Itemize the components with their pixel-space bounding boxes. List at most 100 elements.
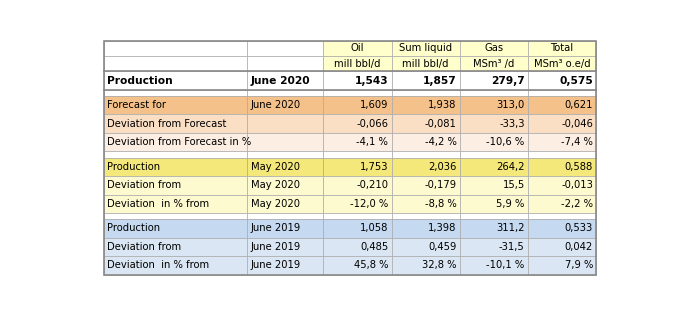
Bar xyxy=(323,256,391,275)
Bar xyxy=(460,56,528,71)
Text: 279,7: 279,7 xyxy=(491,76,525,85)
Text: 1,609: 1,609 xyxy=(360,100,389,110)
Bar xyxy=(460,71,528,90)
Text: -10,1 %: -10,1 % xyxy=(486,260,525,271)
Text: June 2019: June 2019 xyxy=(251,242,301,252)
Text: May 2020: May 2020 xyxy=(251,180,300,190)
Bar xyxy=(323,176,391,194)
Text: 45,8 %: 45,8 % xyxy=(354,260,389,271)
Bar xyxy=(247,213,323,219)
Text: Sum liquid: Sum liquid xyxy=(399,43,452,53)
Bar xyxy=(323,115,391,133)
Bar xyxy=(104,219,247,238)
Bar xyxy=(247,90,323,96)
Text: Deviation from: Deviation from xyxy=(107,180,181,190)
Bar xyxy=(460,96,528,115)
Bar xyxy=(391,96,460,115)
Text: 1,058: 1,058 xyxy=(360,223,389,233)
Text: June 2020: June 2020 xyxy=(251,76,310,85)
Bar xyxy=(528,256,596,275)
Bar xyxy=(323,41,391,56)
Bar xyxy=(323,238,391,256)
Text: Total: Total xyxy=(550,43,574,53)
Bar xyxy=(528,158,596,176)
Bar xyxy=(247,176,323,194)
Text: -0,013: -0,013 xyxy=(561,180,593,190)
Text: Gas: Gas xyxy=(484,43,503,53)
Bar xyxy=(528,90,596,96)
Text: Deviation  in % from: Deviation in % from xyxy=(107,260,209,271)
Bar xyxy=(104,151,247,158)
Bar xyxy=(528,133,596,151)
Bar xyxy=(528,194,596,213)
Bar xyxy=(528,71,596,90)
Text: 0,575: 0,575 xyxy=(559,76,593,85)
Bar xyxy=(323,90,391,96)
Text: 7,9 %: 7,9 % xyxy=(565,260,593,271)
Bar xyxy=(104,133,247,151)
Text: -0,081: -0,081 xyxy=(425,119,456,129)
Bar xyxy=(323,219,391,238)
Text: Forecast for: Forecast for xyxy=(107,100,166,110)
Text: -7,4 %: -7,4 % xyxy=(561,137,593,147)
Bar xyxy=(391,176,460,194)
Bar xyxy=(247,194,323,213)
Bar xyxy=(104,238,247,256)
Bar xyxy=(528,176,596,194)
Text: Deviation from Forecast: Deviation from Forecast xyxy=(107,119,227,129)
Text: mill bbl/d: mill bbl/d xyxy=(402,59,449,69)
Bar xyxy=(460,238,528,256)
Text: 0,042: 0,042 xyxy=(565,242,593,252)
Text: -0,046: -0,046 xyxy=(561,119,593,129)
Text: 0,621: 0,621 xyxy=(564,100,593,110)
Bar xyxy=(528,238,596,256)
Text: Deviation  in % from: Deviation in % from xyxy=(107,199,209,209)
Text: 1,398: 1,398 xyxy=(428,223,456,233)
Bar xyxy=(247,96,323,115)
Bar xyxy=(460,41,528,56)
Text: -4,2 %: -4,2 % xyxy=(425,137,456,147)
Text: 15,5: 15,5 xyxy=(503,180,525,190)
Text: -0,179: -0,179 xyxy=(424,180,456,190)
Bar xyxy=(391,213,460,219)
Bar xyxy=(391,219,460,238)
Bar xyxy=(247,219,323,238)
Text: -33,3: -33,3 xyxy=(499,119,525,129)
Bar xyxy=(104,96,247,115)
Text: Oil: Oil xyxy=(350,43,364,53)
Text: 1,938: 1,938 xyxy=(428,100,456,110)
Text: -4,1 %: -4,1 % xyxy=(357,137,389,147)
Bar xyxy=(391,194,460,213)
Text: 0,533: 0,533 xyxy=(565,223,593,233)
Text: MSm³ o.e/d: MSm³ o.e/d xyxy=(533,59,590,69)
Bar xyxy=(104,213,247,219)
Text: 0,485: 0,485 xyxy=(360,242,389,252)
Text: May 2020: May 2020 xyxy=(251,199,300,209)
Bar xyxy=(528,115,596,133)
Bar xyxy=(323,96,391,115)
Text: -2,2 %: -2,2 % xyxy=(561,199,593,209)
Text: -12,0 %: -12,0 % xyxy=(350,199,389,209)
Bar xyxy=(460,213,528,219)
Text: June 2019: June 2019 xyxy=(251,260,301,271)
Text: 1,857: 1,857 xyxy=(423,76,456,85)
Bar xyxy=(460,176,528,194)
Text: June 2020: June 2020 xyxy=(251,100,301,110)
Text: 2,036: 2,036 xyxy=(428,162,456,172)
Bar xyxy=(104,176,247,194)
Bar xyxy=(391,133,460,151)
Bar xyxy=(104,71,247,90)
Bar xyxy=(391,90,460,96)
Text: 1,543: 1,543 xyxy=(354,76,389,85)
Bar xyxy=(391,56,460,71)
Bar xyxy=(391,151,460,158)
Text: June 2019: June 2019 xyxy=(251,223,301,233)
Text: mill bbl/d: mill bbl/d xyxy=(334,59,380,69)
Text: -31,5: -31,5 xyxy=(499,242,525,252)
Bar xyxy=(247,158,323,176)
Bar xyxy=(323,56,391,71)
Bar xyxy=(247,115,323,133)
Bar xyxy=(247,133,323,151)
Bar xyxy=(391,256,460,275)
Bar xyxy=(247,71,323,90)
